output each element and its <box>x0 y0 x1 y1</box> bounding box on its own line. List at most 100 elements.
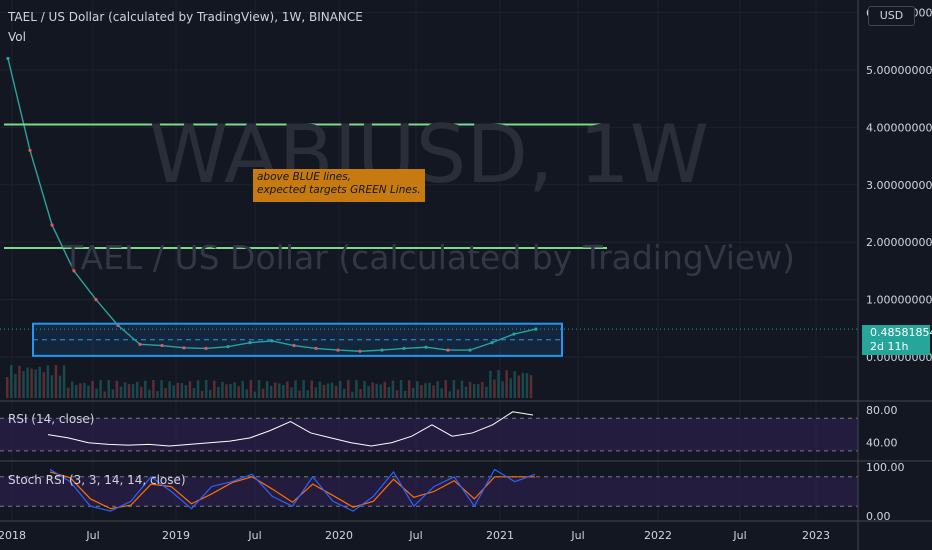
volume-bar <box>290 387 293 398</box>
price-pane[interactable] <box>0 56 858 398</box>
volume-bar <box>318 381 322 398</box>
volume-bar <box>213 380 216 398</box>
time-tick-label: Jul <box>85 529 99 542</box>
volume-bar <box>144 380 147 398</box>
volume-bar <box>209 389 212 398</box>
volume-bar <box>192 388 196 398</box>
volume-bar <box>26 367 29 398</box>
volume-bar <box>460 380 464 398</box>
stoch-rsi-label[interactable]: Stoch RSI (3, 3, 14, 14, close) <box>8 473 186 487</box>
volume-bar <box>436 381 439 398</box>
volume-bar <box>172 385 175 398</box>
volume-bar <box>221 381 224 398</box>
price-point <box>182 346 186 350</box>
price-tick-label: 1.00000000 <box>866 294 932 307</box>
volume-bar <box>525 373 529 398</box>
volume-bar <box>217 386 220 398</box>
volume-bar <box>387 387 391 398</box>
price-point <box>72 269 76 273</box>
volume-bar <box>367 386 370 398</box>
volume-bar <box>6 377 9 398</box>
volume-bar <box>176 382 180 398</box>
volume-bar <box>180 383 184 398</box>
volume-bar <box>416 381 419 398</box>
volume-bar <box>448 391 452 398</box>
volume-bar <box>282 384 285 398</box>
volume-bar <box>326 383 330 398</box>
volume-bar <box>481 382 484 398</box>
stoch-k-line <box>49 468 536 512</box>
horizontal-levels[interactable] <box>4 123 607 357</box>
rsi-pane[interactable] <box>0 411 858 452</box>
volume-bar <box>468 382 472 398</box>
volume-bar <box>18 365 21 398</box>
volume-bar <box>50 375 54 398</box>
volume-bar <box>30 368 33 398</box>
volume-bar <box>371 382 374 398</box>
price-point <box>248 341 252 345</box>
volume-bar <box>456 389 460 398</box>
price-series-line <box>7 58 537 352</box>
volume-bar <box>233 382 236 398</box>
volume-bar <box>91 381 94 398</box>
stoch-tick-label: 0.00 <box>866 510 891 523</box>
volume-bar <box>472 384 476 398</box>
price-point <box>380 348 384 352</box>
volume-bar <box>83 382 86 398</box>
volume-bar <box>14 373 17 398</box>
volume-bar <box>111 389 115 398</box>
stoch-rsi-pane[interactable] <box>0 468 858 512</box>
annotation-line-2: expected targets GREEN Lines. <box>257 184 421 196</box>
volume-bar <box>54 365 58 398</box>
volume-bar <box>103 391 106 398</box>
volume-bar <box>298 390 301 398</box>
price-tick-label: 4.00000000 <box>866 121 932 134</box>
volume-bar <box>420 385 423 398</box>
rsi-tick-label: 80.00 <box>866 404 898 417</box>
volume-bar <box>424 383 427 398</box>
time-tick-label: Jul <box>247 529 261 542</box>
volume-bar <box>139 386 143 398</box>
volume-bar <box>107 380 110 398</box>
volume-bar <box>204 380 208 398</box>
price-point <box>292 343 296 348</box>
time-tick-label: 2023 <box>802 529 830 542</box>
currency-badge[interactable]: USD <box>868 6 915 26</box>
volume-bar <box>225 384 228 398</box>
rsi-label[interactable]: RSI (14, close) <box>8 412 95 426</box>
volume-bar <box>359 389 362 398</box>
volume-bar <box>403 390 407 398</box>
volume-bar <box>22 371 25 398</box>
time-tick-label: 2018 <box>0 529 26 542</box>
volume-bar <box>257 380 261 398</box>
volume-bar <box>261 388 265 398</box>
price-point <box>50 223 54 227</box>
stoch-tick-label: 100.00 <box>866 461 905 474</box>
chart-title[interactable]: TAEL / US Dollar (calculated by TradingV… <box>8 10 363 24</box>
time-tick-label: 2022 <box>644 529 672 542</box>
price-point <box>204 346 208 350</box>
price-point <box>94 298 98 302</box>
price-point <box>468 348 472 352</box>
time-tick-label: 2020 <box>325 529 353 542</box>
time-tick-label: Jul <box>408 529 422 542</box>
annotation-line-1: above BLUE lines, <box>257 171 352 183</box>
volume-label[interactable]: Vol <box>8 30 26 44</box>
volume-bar <box>505 370 508 398</box>
volume-bar <box>334 385 338 398</box>
volume-bar <box>375 383 378 398</box>
volume-bar <box>245 389 249 398</box>
volume-bar <box>241 380 244 398</box>
volume-bar <box>156 391 159 398</box>
volume-bar <box>131 384 135 398</box>
countdown-tag: 2d 11h <box>862 340 930 355</box>
volume-bar <box>428 382 431 398</box>
annotation-note[interactable]: above BLUE lines, expected targets GREEN… <box>253 169 425 202</box>
volume-bar <box>395 390 399 398</box>
volume-bar <box>10 365 13 398</box>
volume-bar <box>330 382 334 398</box>
volume-bar <box>501 381 504 398</box>
price-point <box>314 346 318 350</box>
volume-bar <box>115 380 119 398</box>
